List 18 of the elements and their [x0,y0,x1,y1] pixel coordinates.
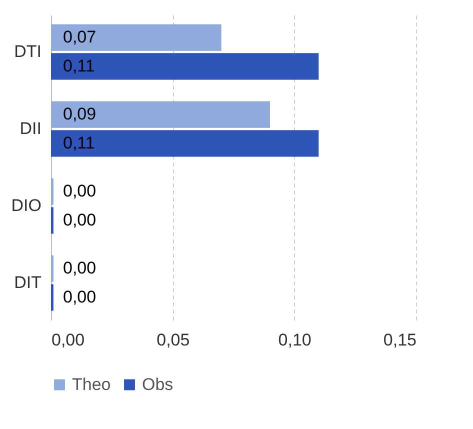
data-label: 0,00 [63,210,96,230]
x-tick-label: 0,10 [278,330,312,350]
data-label: 0,07 [63,28,96,47]
y-tick-label: DIT [14,273,42,292]
data-label: 0,00 [63,182,96,201]
x-tick-label: 0,15 [383,330,416,350]
legend-label: Obs [142,374,174,394]
data-label: 0,11 [63,133,95,152]
x-tick-label: 0,05 [156,330,190,350]
data-label: 0,00 [63,258,96,278]
y-tick-label: DTI [14,42,42,61]
data-label: 0,09 [63,104,96,124]
x-tick-label: 0,00 [52,330,85,350]
y-tick-label: DIO [11,196,42,216]
data-label: 0,11 [63,56,95,76]
y-tick-label: DII [20,118,42,138]
data-label: 0,00 [63,287,96,306]
legend-label: Theo [72,374,111,394]
